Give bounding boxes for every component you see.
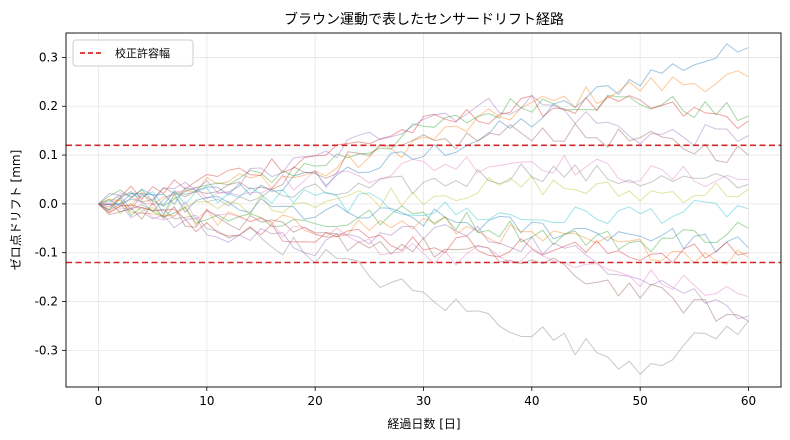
drift-path bbox=[98, 186, 749, 225]
drift-path bbox=[98, 200, 749, 298]
y-tick-label: 0.3 bbox=[39, 50, 58, 64]
y-ticks: -0.3 -0.2 -0.1 0.0 0.1 0.2 0.3 bbox=[35, 50, 66, 357]
drift-path bbox=[98, 42, 749, 207]
drift-path bbox=[98, 70, 749, 214]
x-tick-label: 10 bbox=[199, 394, 214, 408]
legend-box bbox=[72, 39, 194, 67]
x-tick-label: 60 bbox=[741, 394, 756, 408]
x-ticks: 0 10 20 30 40 50 60 bbox=[95, 387, 756, 408]
drift-path bbox=[98, 94, 749, 211]
drift-path bbox=[98, 203, 749, 264]
x-tick-label: 0 bbox=[95, 394, 103, 408]
y-tick-label: -0.1 bbox=[35, 246, 58, 260]
x-axis-label: 経過日数 [日] bbox=[387, 416, 460, 431]
y-tick-label: 0.2 bbox=[39, 99, 58, 113]
grid bbox=[66, 33, 781, 387]
y-tick-label: 0.1 bbox=[39, 148, 58, 162]
drift-path bbox=[98, 192, 749, 253]
y-tick-label: -0.2 bbox=[35, 295, 58, 309]
drift-path bbox=[98, 154, 749, 205]
legend-label: 校正許容幅 bbox=[115, 46, 170, 60]
drift-paths bbox=[98, 42, 749, 375]
chart-title: ブラウン運動で表したセンサードリフト経路 bbox=[284, 11, 564, 28]
drift-path bbox=[98, 163, 749, 213]
x-tick-label: 20 bbox=[308, 394, 323, 408]
drift-path bbox=[98, 202, 749, 320]
drift-path bbox=[98, 175, 749, 218]
y-axis-label: ゼロ点ドリフト [mm] bbox=[9, 150, 23, 271]
drift-path bbox=[98, 203, 749, 375]
drift-path bbox=[98, 198, 749, 265]
x-tick-label: 30 bbox=[416, 394, 431, 408]
threshold-lines bbox=[66, 144, 781, 264]
drift-path bbox=[98, 94, 749, 207]
y-tick-label: 0.0 bbox=[39, 197, 58, 211]
x-tick-label: 50 bbox=[633, 394, 648, 408]
drift-path bbox=[98, 197, 749, 253]
drift-path bbox=[98, 94, 749, 208]
x-tick-label: 40 bbox=[524, 394, 539, 408]
y-tick-label: -0.3 bbox=[35, 343, 58, 357]
drift-path bbox=[98, 122, 749, 211]
legend: 校正許容幅 bbox=[72, 39, 194, 67]
drift-path bbox=[98, 202, 749, 322]
